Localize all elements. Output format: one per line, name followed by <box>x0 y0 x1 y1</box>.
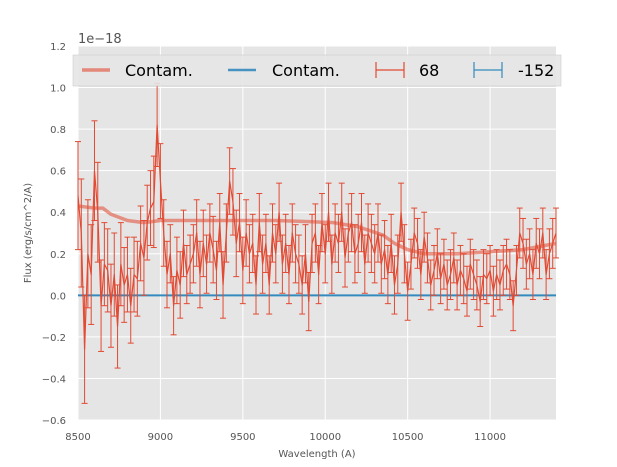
y-tick-label: 0.4 <box>50 208 66 219</box>
flux-spectrum-line <box>77 124 557 350</box>
y-tick-label: −0.4 <box>42 374 66 385</box>
x-tick-label: 8500 <box>65 432 90 443</box>
y-tick-label: 0.0 <box>50 291 66 302</box>
legend: Contam. Contam. 68 -152 <box>72 54 562 87</box>
legend-label: Contam. <box>272 61 340 80</box>
x-tick-label: 9000 <box>148 432 173 443</box>
y-tick-label: 0.6 <box>50 167 66 178</box>
y-tick-label: 1.2 <box>50 42 66 53</box>
x-tick-label: 10000 <box>309 432 341 443</box>
x-tick-label: 9500 <box>230 432 255 443</box>
plot-layer <box>75 82 559 404</box>
legend-label: 68 <box>419 61 439 80</box>
x-axis-label: Wavelength (A) <box>278 449 355 460</box>
legend-label: Contam. <box>125 61 193 80</box>
x-tick-label: 11000 <box>474 432 506 443</box>
y-tick-label: 1.0 <box>50 84 66 95</box>
y-axis-label: Flux (erg/s/cm^2/A) <box>23 183 34 283</box>
legend-label: -152 <box>518 61 554 80</box>
y-tick-label: 0.8 <box>50 125 66 136</box>
x-tick-label: 10500 <box>392 432 424 443</box>
y-offset-label: 1e−18 <box>78 32 122 47</box>
axis-ticks: 8500 9000 9500 10000 10500 11000 −0.6 −0.4 −0.2 0… <box>42 42 506 443</box>
y-tick-label: −0.6 <box>42 416 66 427</box>
y-tick-label: −0.2 <box>42 333 66 344</box>
grid <box>77 45 556 421</box>
plot-area <box>78 46 556 420</box>
y-tick-label: 0.2 <box>50 250 66 261</box>
